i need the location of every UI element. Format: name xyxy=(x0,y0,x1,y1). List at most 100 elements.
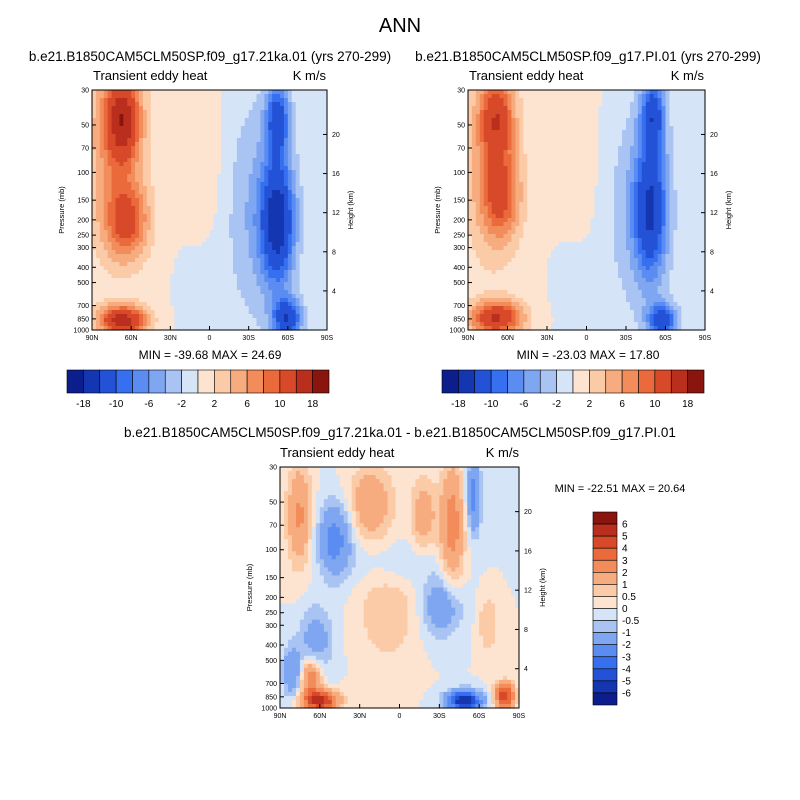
heatmap-cell xyxy=(248,290,254,295)
heatmap-cell xyxy=(99,206,105,211)
heatmap-cell xyxy=(127,314,132,319)
heatmap-cell xyxy=(139,302,144,307)
heatmap-cell xyxy=(483,138,489,143)
heatmap-cell xyxy=(291,118,297,123)
heatmap-cell xyxy=(150,250,156,255)
heatmap-cell xyxy=(142,266,148,271)
heatmap-cell xyxy=(311,130,316,135)
heatmap-cell xyxy=(162,322,168,327)
heatmap-cell xyxy=(131,298,136,303)
heatmap-cell xyxy=(515,110,520,115)
heatmap-cell xyxy=(178,202,183,207)
heatmap-cell xyxy=(311,194,316,199)
heatmap-cell xyxy=(107,314,113,319)
heatmap-cell xyxy=(606,174,611,179)
heatmap-cell xyxy=(315,262,320,267)
y-tick-label: 100 xyxy=(77,170,89,177)
heatmap-cell xyxy=(673,162,678,167)
heatmap-cell xyxy=(594,130,599,135)
heatmap-cell xyxy=(649,110,655,115)
heatmap-cell xyxy=(295,90,301,95)
heatmap-cell xyxy=(574,174,580,179)
heatmap-cell xyxy=(657,130,663,135)
colorbar-box xyxy=(181,369,199,394)
heatmap-cell xyxy=(127,166,132,171)
heatmap-cell xyxy=(315,234,320,239)
heatmap-cell xyxy=(315,186,320,191)
heatmap-cell xyxy=(673,154,678,159)
heatmap-cell xyxy=(311,166,316,171)
heatmap-cell xyxy=(248,258,254,263)
heatmap-cell xyxy=(158,226,164,231)
heatmap-cell xyxy=(323,90,328,95)
heatmap-cell xyxy=(303,198,309,203)
heatmap-cell xyxy=(303,250,309,255)
heatmap-cell xyxy=(307,182,312,187)
heatmap-cell xyxy=(523,154,528,159)
heatmap-cell xyxy=(236,266,242,271)
heatmap-cell xyxy=(586,130,592,135)
heatmap-cell xyxy=(303,122,309,127)
heatmap-cell xyxy=(554,166,560,171)
heatmap-cell xyxy=(135,318,140,323)
heatmap-cell xyxy=(248,318,254,323)
heatmap-cell xyxy=(574,142,580,147)
heatmap-cell xyxy=(111,222,117,227)
heatmap-cell xyxy=(287,314,293,319)
heatmap-cell xyxy=(221,90,226,95)
heatmap-cell xyxy=(547,90,552,95)
heatmap-cell xyxy=(107,270,113,275)
heatmap-cell xyxy=(103,154,109,159)
heatmap-cell xyxy=(217,162,222,167)
heatmap-cell xyxy=(182,226,187,231)
heatmap-cell xyxy=(295,110,301,115)
heatmap-cell xyxy=(566,150,572,155)
y-tick-label: 70 xyxy=(81,145,89,152)
heatmap-cell xyxy=(119,174,124,179)
heatmap-cell xyxy=(146,190,152,195)
heatmap-cell xyxy=(119,250,124,255)
heatmap-cell xyxy=(649,154,655,159)
heatmap-cell xyxy=(166,246,171,251)
heatmap-cell xyxy=(685,118,690,123)
heatmap-cell xyxy=(598,170,603,175)
heatmap-cell xyxy=(303,238,309,243)
heatmap-cell xyxy=(119,110,124,115)
heatmap-cell xyxy=(287,162,293,167)
heatmap-cell xyxy=(299,230,305,235)
heatmap-cell xyxy=(240,94,246,99)
heatmap-cell xyxy=(287,202,293,207)
heatmap-cell xyxy=(217,182,222,187)
heatmap-cell xyxy=(256,210,262,215)
heatmap-cell xyxy=(170,266,175,271)
heatmap-cell xyxy=(248,166,254,171)
heatmap-cell xyxy=(590,118,595,123)
heatmap-cell xyxy=(471,154,477,159)
heatmap-cell xyxy=(264,178,269,183)
heatmap-cell xyxy=(193,182,199,187)
heatmap-cell xyxy=(166,314,171,319)
heatmap-cell xyxy=(170,110,175,115)
heatmap-cell xyxy=(535,122,540,127)
heatmap-cell xyxy=(229,114,234,119)
heatmap-cell xyxy=(170,314,175,319)
heatmap-cell xyxy=(111,102,117,107)
heatmap-cell xyxy=(295,234,301,239)
heatmap-cell xyxy=(127,170,132,175)
heatmap-cell xyxy=(527,174,532,179)
heatmap-cell xyxy=(483,118,489,123)
heatmap-cell xyxy=(158,290,164,295)
heatmap-cell xyxy=(103,186,109,191)
heatmap-cell xyxy=(629,122,635,127)
heatmap-cell xyxy=(240,150,246,155)
heatmap-cell xyxy=(225,254,230,259)
heatmap-cell xyxy=(142,274,148,279)
heatmap-cell xyxy=(315,278,320,283)
heatmap-cell xyxy=(283,126,289,131)
heatmap-cell xyxy=(645,118,651,123)
heatmap-cell xyxy=(582,122,588,127)
heatmap-cell xyxy=(602,170,607,175)
heatmap-cell xyxy=(170,254,175,259)
heatmap-cell xyxy=(178,102,183,107)
heatmap-cell xyxy=(582,174,588,179)
